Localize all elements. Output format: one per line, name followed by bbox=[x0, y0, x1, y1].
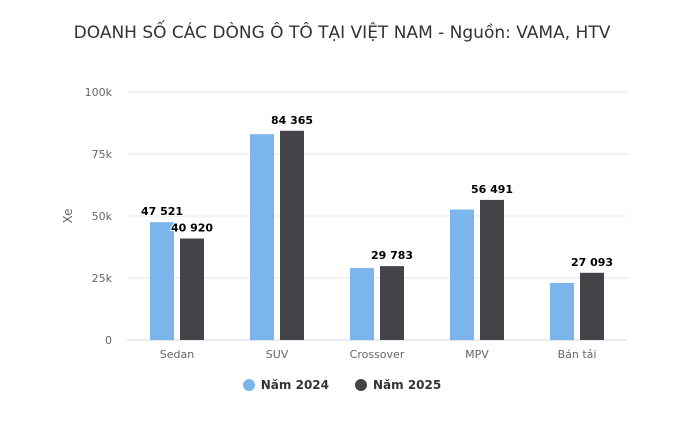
y-tick-label: 50k bbox=[92, 210, 113, 223]
x-tick-label: Sedan bbox=[160, 348, 194, 361]
x-tick-label: MPV bbox=[465, 348, 489, 361]
data-label: 29 783 bbox=[371, 249, 413, 262]
legend-marker-series-1 bbox=[242, 379, 255, 391]
legend: Năm 2024 Năm 2025 bbox=[0, 378, 684, 392]
x-tick-label: Crossover bbox=[350, 348, 405, 361]
y-tick-label: 100k bbox=[85, 86, 113, 99]
bar-1-2 bbox=[250, 134, 274, 340]
data-label: 84 365 bbox=[271, 114, 313, 127]
legend-item-series-1[interactable]: Năm 2024 bbox=[242, 378, 329, 392]
bar-1-3 bbox=[350, 268, 374, 340]
bar-2-5 bbox=[580, 272, 604, 340]
bar-2-3 bbox=[380, 266, 404, 340]
bar-1-1 bbox=[150, 222, 174, 340]
legend-label-series-2: Năm 2025 bbox=[373, 378, 442, 392]
data-label: 56 491 bbox=[471, 183, 513, 196]
y-axis-title: Xe bbox=[61, 208, 75, 223]
data-label: 27 093 bbox=[571, 256, 613, 269]
bar-2-1 bbox=[180, 238, 204, 340]
y-tick-label: 25k bbox=[92, 272, 113, 285]
bar-1-4 bbox=[450, 209, 474, 340]
bar-1-5 bbox=[550, 282, 574, 340]
y-tick-label: 75k bbox=[92, 148, 113, 161]
y-tick-label: 0 bbox=[105, 334, 112, 347]
chart-title: DOANH SỐ CÁC DÒNG Ô TÔ TẠI VIỆT NAM - Ng… bbox=[73, 23, 611, 43]
legend-label-series-1: Năm 2024 bbox=[260, 378, 329, 392]
legend-marker-series-2 bbox=[355, 379, 367, 391]
legend-item-series-2[interactable]: Năm 2025 bbox=[355, 378, 441, 392]
bar-2-2 bbox=[280, 130, 304, 340]
bar-2-4 bbox=[480, 199, 504, 340]
x-tick-label: SUV bbox=[266, 348, 289, 361]
data-label: 47 521 bbox=[141, 205, 183, 218]
x-tick-label: Bán tải bbox=[558, 348, 597, 361]
data-label: 40 920 bbox=[171, 222, 213, 235]
